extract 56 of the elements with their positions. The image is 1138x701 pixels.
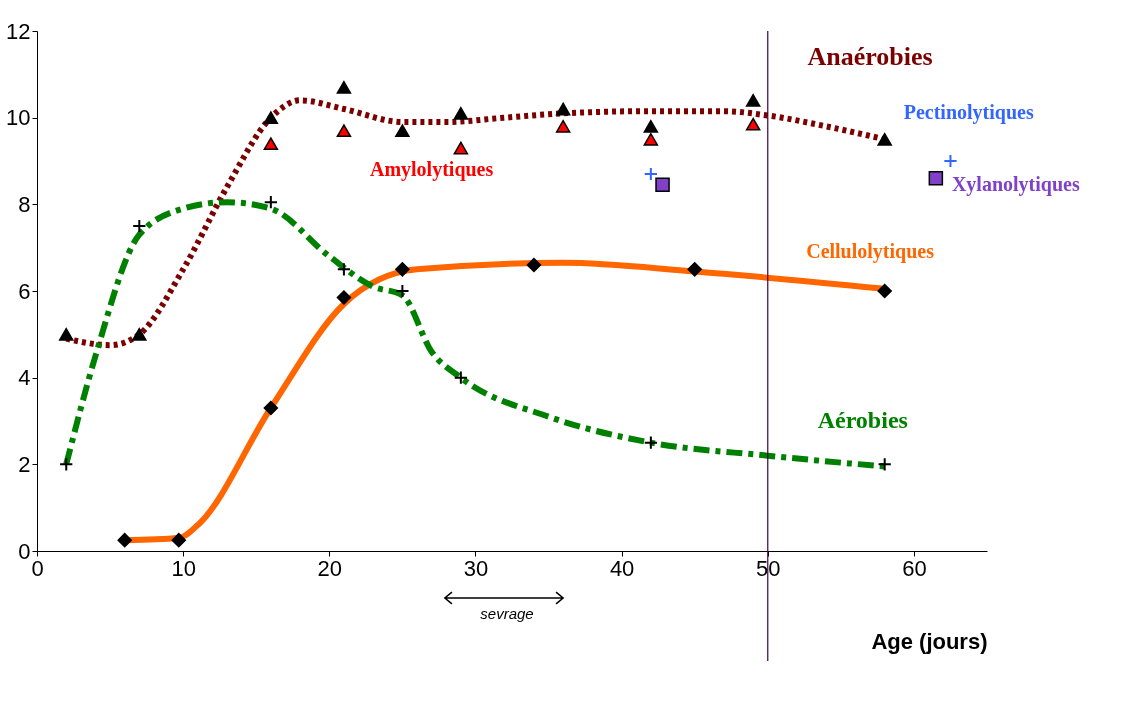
x-tick-label: 60 — [902, 555, 927, 581]
point — [132, 218, 147, 234]
point — [58, 327, 74, 341]
x-tick-label: 30 — [463, 555, 489, 581]
point — [336, 80, 352, 94]
point — [117, 532, 132, 548]
point — [336, 124, 352, 138]
text: sevrage — [480, 605, 534, 622]
x-tick-label: 10 — [171, 555, 196, 581]
y-tick-label: 10 — [6, 105, 31, 131]
point — [59, 457, 74, 472]
point — [263, 195, 278, 210]
y-tick-label: 6 — [18, 278, 31, 304]
point — [745, 93, 761, 107]
point — [877, 283, 892, 299]
series-label: Aérobies — [817, 407, 908, 433]
point — [395, 262, 410, 277]
point — [687, 262, 702, 277]
x-tick-label: 20 — [317, 555, 343, 581]
point — [395, 124, 410, 138]
y-tick-label: 4 — [18, 365, 31, 391]
point — [643, 132, 659, 146]
point — [395, 283, 410, 299]
y-tick-label: 0 — [18, 538, 31, 564]
point — [555, 119, 571, 133]
point — [263, 111, 279, 125]
point — [171, 532, 187, 548]
point — [928, 171, 944, 186]
point — [555, 102, 571, 116]
series-label: Xylanolytiques — [951, 172, 1080, 196]
point — [877, 132, 892, 146]
x-axis-title: Age (jours) — [871, 628, 988, 654]
point — [643, 166, 658, 182]
series-label: Cellulolytiques — [806, 240, 935, 263]
x-tick-label: 40 — [609, 555, 635, 581]
point — [336, 290, 352, 305]
point — [655, 177, 670, 193]
point — [336, 262, 352, 277]
point — [453, 141, 469, 155]
point — [263, 137, 279, 151]
y-tick-label: 8 — [18, 191, 31, 217]
y-tick-label: 2 — [18, 451, 31, 477]
point — [643, 435, 658, 450]
point — [453, 106, 469, 120]
point — [263, 400, 279, 416]
series-label: Anaérobies — [807, 42, 933, 71]
point — [643, 119, 659, 133]
text: Pectinolytiques — [903, 101, 1034, 125]
point — [745, 117, 761, 131]
point — [943, 153, 958, 169]
series-label: Amylolytiques — [369, 157, 494, 181]
y-tick-label: 12 — [6, 18, 31, 44]
point — [132, 327, 147, 341]
point — [526, 257, 542, 273]
point — [877, 457, 892, 472]
point — [453, 370, 468, 385]
